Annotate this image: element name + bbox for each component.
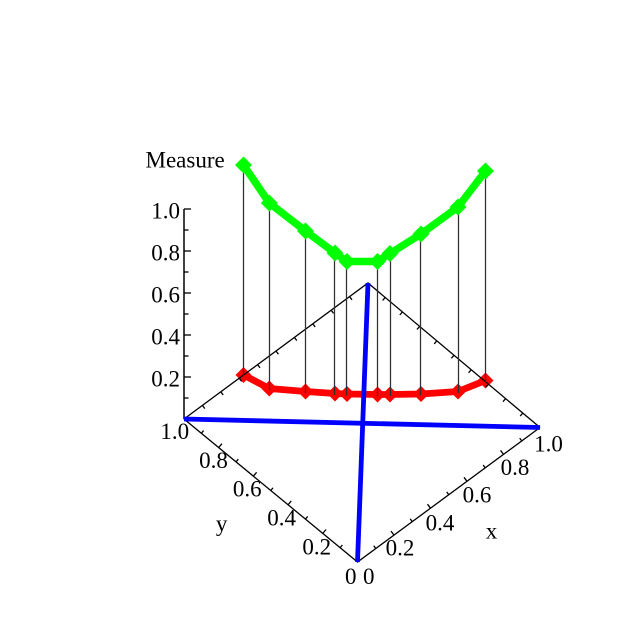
svg-text:1.0: 1.0	[160, 419, 189, 444]
svg-text:1.0: 1.0	[151, 199, 180, 224]
svg-text:y: y	[216, 511, 228, 536]
svg-text:1.0: 1.0	[534, 432, 563, 457]
svg-text:0.6: 0.6	[233, 476, 262, 501]
svg-text:0.6: 0.6	[151, 283, 180, 308]
svg-text:x: x	[486, 519, 498, 544]
svg-text:Measure: Measure	[146, 148, 225, 173]
svg-text:0.2: 0.2	[386, 536, 415, 561]
svg-text:0.8: 0.8	[501, 455, 530, 480]
svg-text:0.4: 0.4	[426, 511, 455, 536]
svg-text:0.8: 0.8	[151, 241, 180, 266]
svg-text:0.4: 0.4	[151, 325, 180, 350]
svg-text:0.4: 0.4	[267, 506, 296, 531]
svg-text:0.8: 0.8	[199, 448, 228, 473]
svg-text:0: 0	[363, 564, 375, 589]
svg-text:0.6: 0.6	[463, 483, 492, 508]
svg-text:0.2: 0.2	[302, 534, 331, 559]
svg-text:0: 0	[345, 564, 357, 589]
svg-text:0.2: 0.2	[151, 367, 180, 392]
